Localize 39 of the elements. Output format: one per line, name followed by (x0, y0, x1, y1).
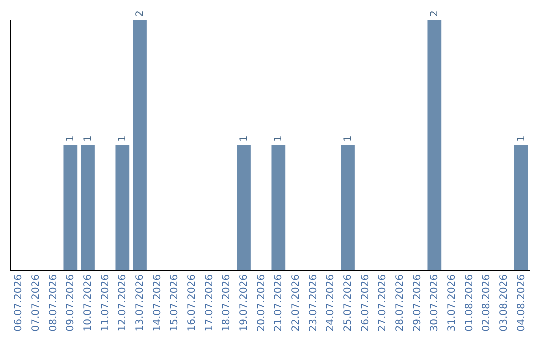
x-tick-label: 28.07.2026 (395, 274, 406, 332)
x-tick-label: 30.07.2026 (430, 274, 441, 332)
data-label: 1 (343, 136, 354, 142)
x-tick-label: 31.07.2026 (447, 274, 458, 332)
x-tick-label: 18.07.2026 (222, 274, 233, 332)
x-tick-label: 07.07.2026 (31, 274, 42, 332)
data-label: 2 (135, 10, 146, 17)
x-tick-label: 17.07.2026 (204, 274, 216, 332)
x-tick-label: 23.07.2026 (308, 274, 320, 332)
x-tick-label: 26.07.2026 (360, 274, 372, 332)
x-tick-label: 12.07.2026 (118, 274, 129, 332)
x-tick-label: 21.07.2026 (274, 274, 285, 332)
x-tick-label: 25.07.2026 (343, 274, 354, 332)
data-label: 1 (239, 136, 250, 142)
x-tick-label: 11.07.2026 (100, 274, 112, 332)
data-label: 1 (516, 136, 528, 142)
data-label: 1 (66, 136, 77, 142)
data-label: 1 (83, 136, 94, 142)
x-tick-label: 03.08.2026 (499, 274, 510, 332)
x-tick-label: 06.07.2026 (14, 274, 25, 332)
x-tick-label: 16.07.2026 (187, 274, 198, 332)
data-label: 1 (274, 136, 285, 142)
x-tick-label: 20.07.2026 (256, 274, 268, 332)
x-tick-label: 01.08.2026 (464, 274, 476, 332)
x-tick-label: 24.07.2026 (326, 274, 337, 332)
x-tick-label: 08.07.2026 (48, 274, 60, 332)
x-tick-label: 10.07.2026 (83, 274, 94, 332)
x-tick-label: 09.07.2026 (66, 274, 77, 332)
x-tick-label: 15.07.2026 (170, 274, 181, 332)
x-tick-label: 13.07.2026 (135, 274, 146, 332)
data-label: 2 (430, 10, 441, 17)
x-tick-label: 19.07.2026 (239, 274, 250, 332)
x-tick-label: 27.07.2026 (378, 274, 389, 332)
x-tick-label: 14.07.2026 (152, 274, 164, 332)
x-tick-label: 22.07.2026 (291, 274, 302, 332)
data-label: 1 (118, 136, 129, 142)
x-tick-label: 29.07.2026 (412, 274, 424, 332)
x-tick-label: 04.08.2026 (516, 274, 528, 332)
x-tick-label: 02.08.2026 (482, 274, 493, 332)
